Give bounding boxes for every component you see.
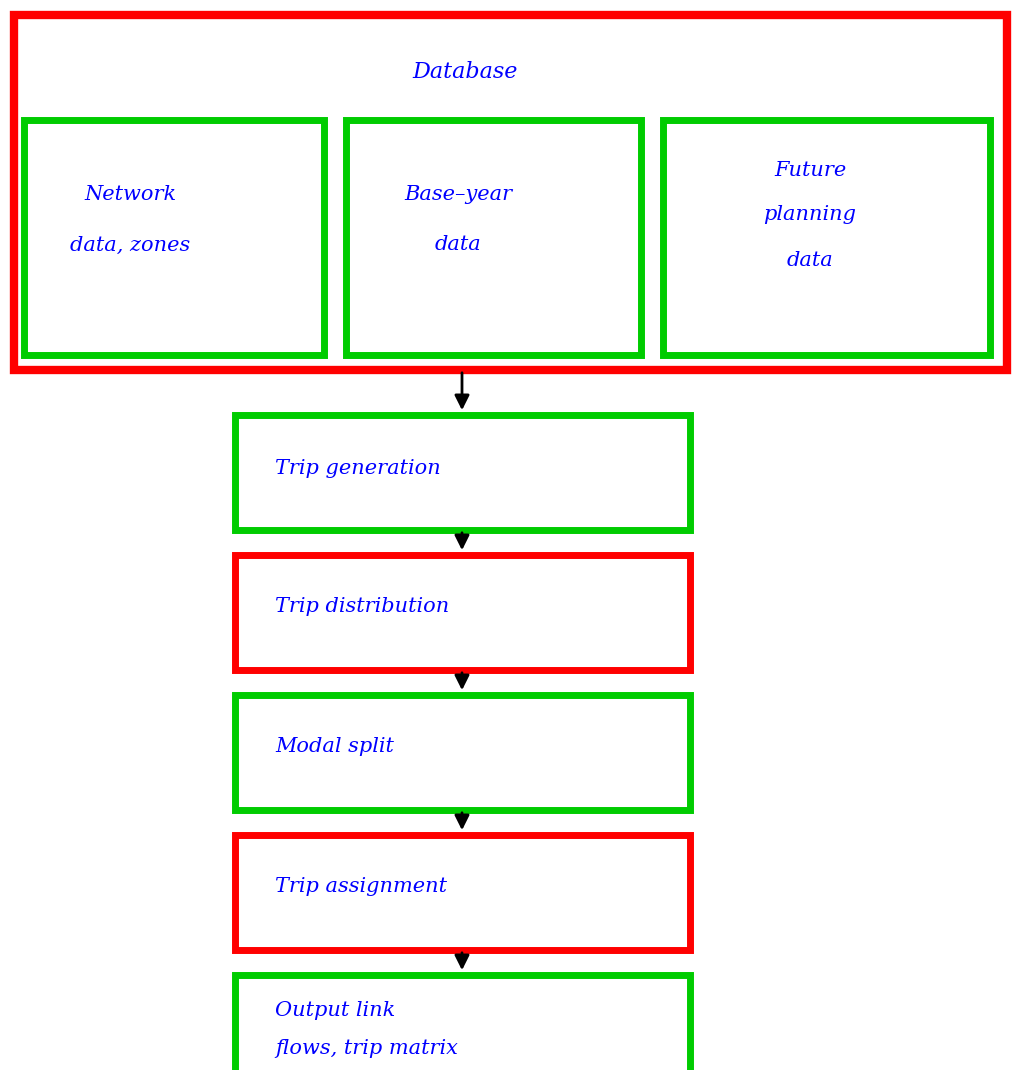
Text: Network: Network bbox=[84, 185, 176, 204]
Bar bbox=[14, 15, 1007, 370]
Text: Database: Database bbox=[412, 61, 518, 83]
Bar bbox=[235, 555, 690, 670]
Text: Modal split: Modal split bbox=[275, 737, 394, 756]
Text: Trip assignment: Trip assignment bbox=[275, 877, 447, 897]
Bar bbox=[235, 696, 690, 810]
Text: data, zones: data, zones bbox=[69, 235, 190, 255]
Text: data: data bbox=[786, 250, 833, 270]
Text: Output link: Output link bbox=[275, 1000, 395, 1020]
Text: planning: planning bbox=[764, 205, 857, 225]
Bar bbox=[235, 835, 690, 950]
Text: Trip generation: Trip generation bbox=[275, 459, 441, 477]
Text: data: data bbox=[435, 235, 481, 255]
Text: Future: Future bbox=[774, 160, 846, 180]
Text: Base–year: Base–year bbox=[404, 185, 513, 204]
Text: flows, trip matrix: flows, trip matrix bbox=[275, 1039, 457, 1057]
Bar bbox=[235, 415, 690, 530]
Bar bbox=[346, 120, 641, 355]
Bar bbox=[235, 975, 690, 1070]
Text: Trip distribution: Trip distribution bbox=[275, 597, 449, 616]
Bar bbox=[663, 120, 990, 355]
Bar bbox=[25, 120, 324, 355]
